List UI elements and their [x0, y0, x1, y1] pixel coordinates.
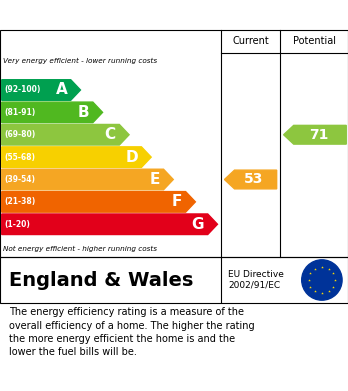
Text: 71: 71: [309, 128, 328, 142]
Polygon shape: [2, 192, 195, 212]
Text: E: E: [150, 172, 160, 187]
Text: A: A: [55, 83, 67, 97]
Text: (81-91): (81-91): [4, 108, 35, 117]
Polygon shape: [2, 169, 173, 190]
Text: Energy Efficiency Rating: Energy Efficiency Rating: [63, 7, 285, 23]
Polygon shape: [2, 124, 129, 145]
Text: Current: Current: [232, 36, 269, 47]
Text: The energy efficiency rating is a measure of the
overall efficiency of a home. T: The energy efficiency rating is a measur…: [9, 307, 254, 357]
Text: (1-20): (1-20): [4, 220, 30, 229]
Text: (39-54): (39-54): [4, 175, 35, 184]
Polygon shape: [224, 170, 277, 189]
Text: Potential: Potential: [293, 36, 335, 47]
Text: 53: 53: [244, 172, 264, 187]
Text: (55-68): (55-68): [4, 152, 35, 161]
Text: England & Wales: England & Wales: [9, 271, 193, 289]
Polygon shape: [2, 147, 151, 167]
Text: B: B: [78, 105, 89, 120]
Polygon shape: [284, 126, 346, 144]
Text: Very energy efficient - lower running costs: Very energy efficient - lower running co…: [3, 58, 158, 65]
Polygon shape: [2, 80, 80, 100]
Text: (92-100): (92-100): [4, 86, 41, 95]
Text: G: G: [192, 217, 204, 232]
Text: D: D: [125, 150, 138, 165]
Text: (69-80): (69-80): [4, 130, 35, 139]
Text: F: F: [172, 194, 182, 209]
Text: C: C: [105, 127, 116, 142]
Ellipse shape: [302, 260, 342, 300]
Text: Not energy efficient - higher running costs: Not energy efficient - higher running co…: [3, 246, 158, 253]
Text: (21-38): (21-38): [4, 197, 35, 206]
Text: EU Directive
2002/91/EC: EU Directive 2002/91/EC: [228, 270, 284, 290]
Polygon shape: [2, 102, 103, 123]
Polygon shape: [2, 214, 218, 235]
